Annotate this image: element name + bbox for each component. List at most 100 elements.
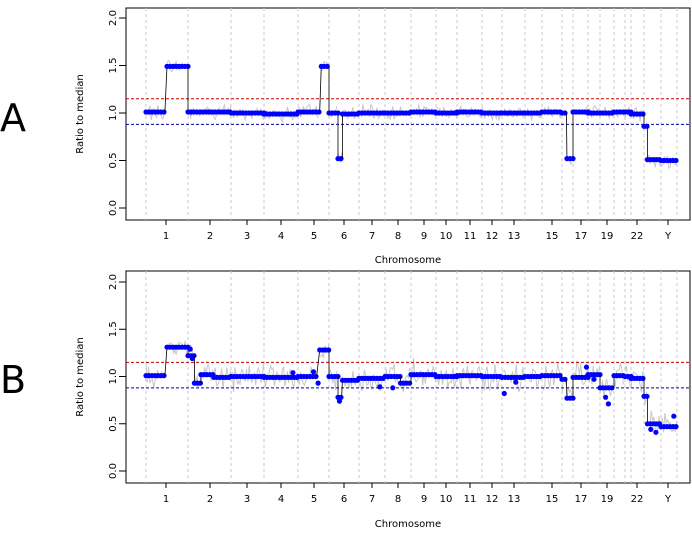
y-tick-label: 0.0 [108, 463, 119, 479]
x-tick-label: 13 [508, 494, 521, 505]
segment-connector [164, 66, 168, 113]
y-tick-label: 0.0 [108, 200, 119, 216]
x-tick-label: 6 [341, 231, 347, 242]
x-tick-label: 9 [421, 494, 427, 505]
y-tick-label: 2.0 [108, 274, 119, 290]
outlier-point [501, 390, 507, 397]
segment-point [609, 385, 615, 391]
raw-data-trace [630, 371, 645, 393]
y-tick-label: 1.0 [108, 369, 119, 385]
x-tick-label: 11 [464, 494, 477, 505]
outlier-point [310, 369, 317, 375]
raw-data-trace [263, 106, 299, 124]
x-tick-label: Y [664, 494, 672, 505]
x-tick-label: 4 [278, 494, 284, 505]
x-tick-label: 19 [601, 494, 614, 505]
y-tick-label: 1.0 [108, 105, 119, 121]
segment-connector [164, 347, 168, 376]
outlier-point [513, 379, 519, 385]
raw-data-trace [400, 367, 411, 393]
x-tick-label: 2 [207, 494, 213, 505]
outlier-point [390, 385, 396, 391]
x-tick-label: 12 [486, 494, 499, 505]
segment-point [313, 373, 319, 380]
outlier-point [336, 398, 343, 404]
segment-point [197, 380, 203, 386]
segment-point [397, 373, 403, 380]
raw-data-trace [328, 368, 338, 390]
segment-connector [319, 66, 322, 113]
outlier-point [648, 426, 654, 432]
x-axis-label: Chromosome [375, 255, 441, 266]
raw-data-trace [566, 386, 573, 401]
threshold-lines [126, 361, 690, 389]
panel-b: B 0.00.51.01.52.0 1 2 3 4 5 6 7 8 9 10 11 12 13 15 17 1… [0, 270, 691, 530]
x-tick-label: 17 [575, 494, 588, 505]
segment-point [644, 393, 650, 399]
segment-point [161, 373, 167, 379]
segment-connector [566, 379, 568, 399]
raw-data-trace [456, 365, 482, 389]
y-axis: 0.0 0.5 1.0 1.5 2.0 [108, 10, 126, 216]
threshold-lines [126, 98, 690, 125]
segment-connector [341, 380, 343, 398]
x-tick-label: 8 [395, 231, 401, 242]
segment-connector [566, 112, 568, 159]
x-tick-label: 2 [207, 231, 213, 242]
segment-point [326, 347, 332, 353]
segment-series [143, 344, 679, 435]
x-tick-label: 3 [244, 494, 250, 505]
x-tick-label: 9 [421, 231, 427, 242]
segment-point [407, 380, 413, 386]
x-axis: 1 2 3 4 5 6 7 8 9 10 11 12 13 15 17 19 22 Y [163, 483, 672, 505]
segment-point [640, 375, 646, 381]
chromosome-boundaries [145, 8, 678, 220]
raw-data-trace [358, 103, 385, 120]
raw-data-trace [599, 378, 614, 398]
x-tick-label: 10 [440, 231, 453, 242]
segment-point [161, 109, 167, 115]
y-tick-label: 0.5 [108, 416, 119, 432]
x-tick-label: 15 [546, 494, 559, 505]
x-axis-label: Chromosome [375, 519, 441, 530]
segment-point [673, 157, 679, 164]
x-tick-label: 3 [244, 231, 250, 242]
y-axis: 0.0 0.5 1.0 1.5 2.0 [108, 274, 126, 479]
segment-point [640, 111, 646, 117]
chromosome-boundaries [145, 271, 678, 483]
outlier-point [290, 370, 296, 376]
x-tick-label: 4 [278, 231, 284, 242]
x-tick-label: 8 [395, 494, 401, 505]
raw-data-trace [630, 106, 645, 122]
segment-point [185, 63, 191, 69]
outlier-point [653, 429, 659, 435]
outlier-point [583, 364, 590, 370]
raw-data-trace [320, 61, 329, 72]
x-tick-label: Y [664, 231, 672, 242]
x-tick-label: 22 [631, 231, 644, 242]
outlier-point [189, 355, 195, 362]
panel-label: B [0, 358, 26, 402]
x-tick-label: 5 [311, 231, 317, 242]
outlier-point [315, 380, 321, 386]
x-tick-label: 17 [575, 231, 588, 242]
plot-frame [125, 7, 691, 221]
raw-data-trace [572, 360, 588, 386]
x-tick-label: 1 [163, 231, 169, 242]
raw-data-trace [481, 364, 502, 392]
x-tick-label: 7 [369, 231, 375, 242]
y-tick-label: 1.5 [108, 58, 119, 74]
outlier-point [591, 376, 597, 382]
y-axis-label: Ratio to median [75, 337, 86, 417]
y-tick-label: 1.5 [108, 321, 119, 337]
segment-point [316, 109, 322, 115]
raw-data-trace [481, 106, 502, 122]
raw-data-trace [193, 374, 201, 388]
x-tick-label: 12 [486, 231, 499, 242]
segment-point [673, 424, 679, 430]
y-tick-label: 0.5 [108, 153, 119, 169]
x-tick-label: 6 [341, 494, 347, 505]
x-tick-label: 15 [546, 231, 559, 242]
outlier-point [605, 401, 612, 407]
